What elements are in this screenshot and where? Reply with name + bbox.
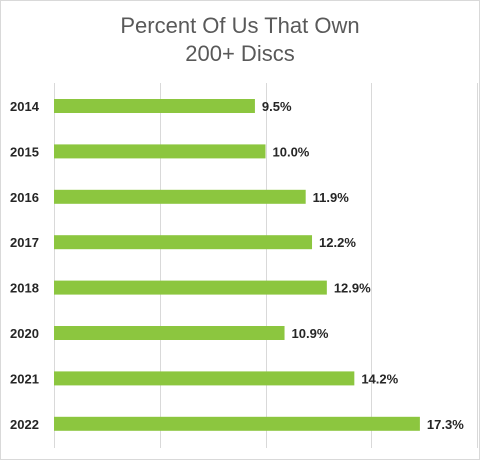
value-label-2016: 11.9% <box>313 190 350 205</box>
category-label-2017: 2017 <box>10 235 39 250</box>
value-label-2020: 10.9% <box>292 326 329 341</box>
bar-2016 <box>54 189 306 204</box>
bar-2015 <box>54 144 266 159</box>
category-label-2020: 2020 <box>10 326 39 341</box>
category-label-2015: 2015 <box>10 144 39 159</box>
chart-title: Percent Of Us That Own 200+ Discs <box>1 12 479 68</box>
bar-2017 <box>54 235 313 250</box>
value-label-2015: 10.0% <box>273 144 310 159</box>
value-label-2018: 12.9% <box>334 281 371 296</box>
bar-2020 <box>54 326 285 340</box>
category-label-2022: 2022 <box>10 417 39 432</box>
chart-title-line-1: Percent Of Us That Own <box>120 13 360 38</box>
bar-2018 <box>54 280 327 295</box>
value-label-2022: 17.3% <box>427 417 464 432</box>
value-label-2021: 14.2% <box>361 371 398 386</box>
category-label-2016: 2016 <box>10 190 39 205</box>
category-label-2021: 2021 <box>10 371 39 386</box>
value-label-2014: 9.5% <box>262 99 292 114</box>
category-label-2014: 2014 <box>10 99 40 114</box>
value-label-2017: 12.2% <box>319 235 356 250</box>
bar-2014 <box>54 99 255 113</box>
chart-title-line-2: 200+ Discs <box>185 41 295 66</box>
category-label-2018: 2018 <box>10 281 39 296</box>
bar-2021 <box>54 371 355 386</box>
bar-2022 <box>54 416 420 431</box>
